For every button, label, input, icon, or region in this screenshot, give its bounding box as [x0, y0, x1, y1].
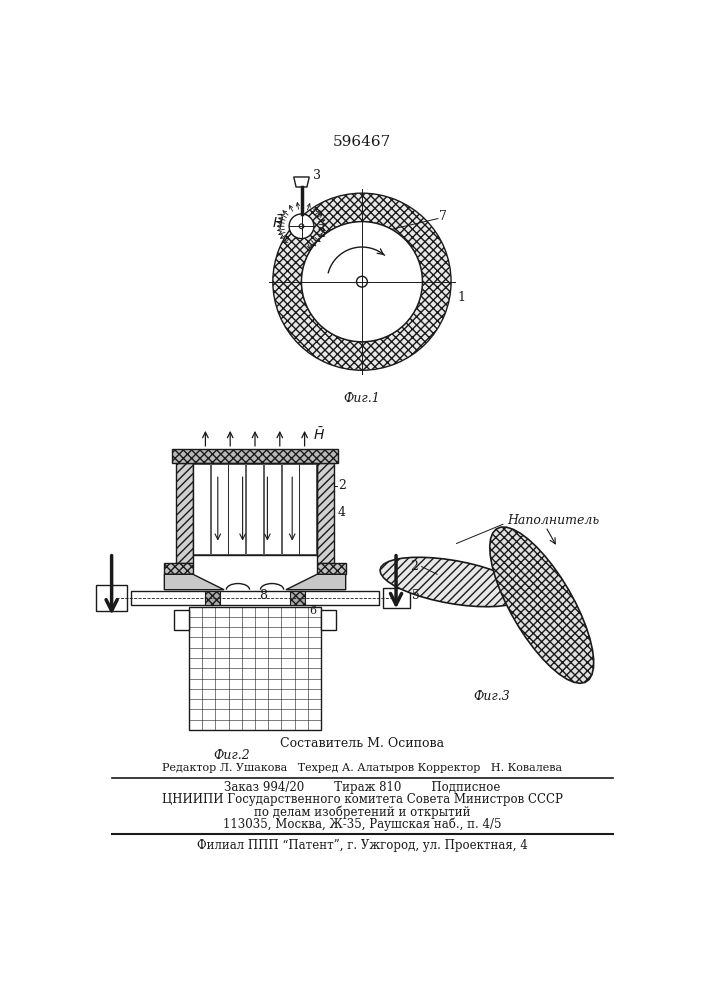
Bar	[281, 464, 298, 554]
Text: 4: 4	[338, 506, 346, 519]
Bar	[211, 464, 228, 554]
Text: 1: 1	[457, 291, 465, 304]
Bar	[172, 449, 338, 463]
Bar	[189, 607, 321, 730]
Bar	[321, 610, 337, 630]
Text: Фиг.1: Фиг.1	[344, 392, 380, 405]
Text: Составитель М. Осипова: Составитель М. Осипова	[280, 737, 444, 750]
Bar	[246, 464, 263, 554]
Bar	[204, 591, 220, 605]
Wedge shape	[273, 193, 451, 370]
Bar	[176, 463, 193, 563]
Polygon shape	[490, 527, 594, 683]
Text: ЦНИИПИ Государственного комитета Совета Министров СССР: ЦНИИПИ Государственного комитета Совета …	[161, 793, 562, 806]
Bar	[383, 588, 410, 608]
Text: 2: 2	[410, 560, 418, 573]
Bar	[96, 585, 127, 611]
Circle shape	[301, 222, 422, 342]
Text: $\bar{H}$: $\bar{H}$	[272, 214, 284, 231]
Text: 596467: 596467	[333, 135, 391, 149]
Text: 113035, Москва, Ж-35, Раушская наб., п. 4/5: 113035, Москва, Ж-35, Раушская наб., п. …	[223, 818, 501, 831]
Polygon shape	[164, 574, 224, 590]
Bar	[164, 563, 193, 574]
Circle shape	[289, 214, 314, 239]
Bar	[317, 563, 346, 574]
Circle shape	[299, 224, 304, 229]
Polygon shape	[286, 574, 346, 590]
Text: 5: 5	[412, 589, 420, 602]
Text: Наполнитель: Наполнитель	[507, 514, 599, 527]
Bar	[290, 591, 305, 605]
Bar	[131, 591, 379, 605]
Bar	[174, 610, 189, 630]
Text: 7: 7	[440, 210, 448, 223]
Bar	[299, 464, 316, 554]
Text: 6: 6	[309, 606, 316, 616]
Text: Фиг.2: Фиг.2	[214, 749, 250, 762]
Text: 2: 2	[317, 227, 325, 240]
Polygon shape	[380, 557, 525, 607]
Text: 8: 8	[259, 589, 267, 602]
Text: $\bar{H}$: $\bar{H}$	[313, 426, 325, 443]
Bar	[193, 463, 317, 555]
Text: по делам изобретений и открытий: по делам изобретений и открытий	[254, 805, 470, 819]
Polygon shape	[293, 177, 309, 187]
Text: 2: 2	[338, 479, 346, 492]
Text: Филиал ППП “Патент”, г. Ужгород, ул. Проектная, 4: Филиал ППП “Патент”, г. Ужгород, ул. Про…	[197, 839, 527, 852]
Text: Фиг.3: Фиг.3	[473, 690, 510, 703]
Bar	[264, 464, 281, 554]
Text: Редактор Л. Ушакова   Техред А. Алатыров Корректор   Н. Ковалева: Редактор Л. Ушакова Техред А. Алатыров К…	[162, 763, 562, 773]
Bar	[317, 463, 334, 563]
Text: Заказ 994/20        Тираж 810        Подписное: Заказ 994/20 Тираж 810 Подписное	[223, 781, 500, 794]
Text: 3: 3	[313, 169, 321, 182]
Bar	[228, 464, 245, 554]
Circle shape	[356, 276, 368, 287]
Bar	[193, 464, 210, 554]
